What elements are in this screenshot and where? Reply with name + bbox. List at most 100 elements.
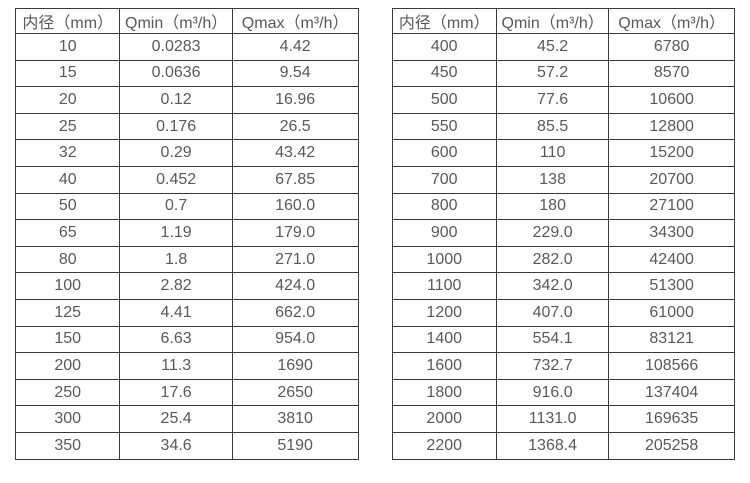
table-cell: 800 [391, 192, 497, 221]
table-row: 1800 916.0 137404 [391, 378, 735, 407]
table-row: 1600 732.7 108566 [391, 352, 735, 380]
table-cell: 550 [391, 112, 497, 141]
table-cell: 2000 [391, 405, 497, 433]
table-cell: 205258 [608, 431, 735, 460]
table-row: 300 25.4 3810 [14, 405, 359, 433]
flow-rate-table-large-diameters: 内径（mm） Qmin（m³/h） Qmax（m³/h） 400 45.2 6780… [391, 8, 736, 460]
table-header: 内径（mm） Qmin（m³/h） Qmax（m³/h） [391, 8, 735, 34]
table-body: 400 45.2 6780 450 57.2 8570 500 77.6 10600 550 85.… [391, 33, 735, 460]
table-header: 内径（mm） Qmin（m³/h） Qmax（m³/h） [14, 8, 359, 34]
table-row: 150 6.63 954.0 [14, 325, 359, 354]
table-row: 80 1.8 271.0 [14, 245, 359, 274]
table-cell: 900 [391, 219, 497, 247]
table-cell: 77.6 [495, 86, 610, 114]
table-cell: 42400 [608, 245, 735, 274]
table-row: 800 180 27100 [391, 192, 735, 221]
table-cell: 65 [14, 219, 121, 247]
table-cell: 4.41 [119, 298, 233, 327]
table-cell: 20 [14, 86, 121, 114]
column-header-qmin: Qmin（m³/h） [495, 8, 610, 34]
table-row: 1400 554.1 83121 [391, 325, 735, 354]
table-cell: 1131.0 [495, 405, 610, 433]
table-row: 100 2.82 424.0 [14, 272, 359, 300]
table-cell: 2200 [391, 431, 497, 460]
table-cell: 400 [391, 33, 497, 61]
table-cell: 732.7 [495, 352, 610, 380]
table-cell: 1800 [391, 378, 497, 407]
table-cell: 6780 [608, 33, 735, 61]
table-cell: 150 [14, 325, 121, 354]
table-row: 350 34.6 5190 [14, 431, 359, 460]
table-row: 1000 282.0 42400 [391, 245, 735, 274]
table-row: 10 0.0283 4.42 [14, 33, 359, 61]
column-header-qmax: Qmax（m³/h） [608, 8, 735, 34]
table-cell: 169635 [608, 405, 735, 433]
table-cell: 8570 [608, 59, 735, 88]
table-cell: 26.5 [231, 112, 359, 141]
table-cell: 45.2 [495, 33, 610, 61]
table-cell: 700 [391, 165, 497, 194]
table-cell: 0.452 [119, 165, 233, 194]
table-cell: 80 [14, 245, 121, 274]
table-cell: 16.96 [231, 86, 359, 114]
column-header-diameter: 内径（mm） [14, 8, 121, 34]
table-cell: 32 [14, 139, 121, 167]
table-row: 65 1.19 179.0 [14, 219, 359, 247]
table-body: 10 0.0283 4.42 15 0.0636 9.54 20 0.12 16.96 25 0.1… [14, 33, 359, 460]
table-cell: 110 [495, 139, 610, 167]
flow-rate-table-small-diameters: 内径（mm） Qmin（m³/h） Qmax（m³/h） 10 0.0283 4.4… [14, 8, 359, 460]
table-cell: 2.82 [119, 272, 233, 300]
table-cell: 0.0283 [119, 33, 233, 61]
table-row: 700 138 20700 [391, 165, 735, 194]
table-cell: 407.0 [495, 298, 610, 327]
table-cell: 3810 [231, 405, 359, 433]
table-cell: 1200 [391, 298, 497, 327]
table-cell: 1690 [231, 352, 359, 380]
table-cell: 85.5 [495, 112, 610, 141]
table-cell: 25.4 [119, 405, 233, 433]
table-cell: 5190 [231, 431, 359, 460]
table-row: 2200 1368.4 205258 [391, 431, 735, 460]
table-cell: 15 [14, 59, 121, 88]
table-cell: 27100 [608, 192, 735, 221]
table-cell: 17.6 [119, 378, 233, 407]
table-cell: 1000 [391, 245, 497, 274]
table-cell: 34300 [608, 219, 735, 247]
table-row: 2000 1131.0 169635 [391, 405, 735, 433]
table-cell: 12800 [608, 112, 735, 141]
table-cell: 342.0 [495, 272, 610, 300]
table-row: 25 0.176 26.5 [14, 112, 359, 141]
table-cell: 67.85 [231, 165, 359, 194]
header-row: 内径（mm） Qmin（m³/h） Qmax（m³/h） [391, 8, 735, 34]
table-cell: 1400 [391, 325, 497, 354]
table-row: 450 57.2 8570 [391, 59, 735, 88]
table-cell: 500 [391, 86, 497, 114]
table-row: 500 77.6 10600 [391, 86, 735, 114]
table-cell: 0.29 [119, 139, 233, 167]
table-cell: 1100 [391, 272, 497, 300]
table-cell: 1368.4 [495, 431, 610, 460]
table-cell: 179.0 [231, 219, 359, 247]
table-cell: 10 [14, 33, 121, 61]
column-header-diameter: 内径（mm） [391, 8, 497, 34]
table-cell: 43.42 [231, 139, 359, 167]
table-cell: 125 [14, 298, 121, 327]
table-cell: 6.63 [119, 325, 233, 354]
table-cell: 250 [14, 378, 121, 407]
table-cell: 83121 [608, 325, 735, 354]
table-cell: 954.0 [231, 325, 359, 354]
table-row: 1200 407.0 61000 [391, 298, 735, 327]
table-row: 50 0.7 160.0 [14, 192, 359, 221]
table-cell: 34.6 [119, 431, 233, 460]
table-row: 250 17.6 2650 [14, 378, 359, 407]
table-cell: 450 [391, 59, 497, 88]
table-cell: 11.3 [119, 352, 233, 380]
table-row: 40 0.452 67.85 [14, 165, 359, 194]
table-cell: 138 [495, 165, 610, 194]
table-row: 32 0.29 43.42 [14, 139, 359, 167]
table-cell: 4.42 [231, 33, 359, 61]
table-cell: 350 [14, 431, 121, 460]
table-row: 20 0.12 16.96 [14, 86, 359, 114]
table-cell: 0.0636 [119, 59, 233, 88]
